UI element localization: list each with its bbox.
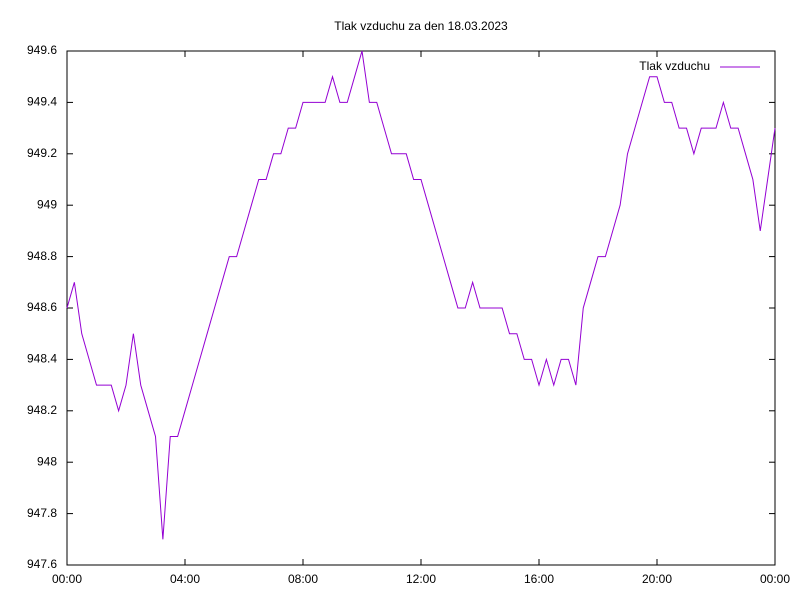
y-tick-label: 948.8 <box>27 249 57 263</box>
y-tick-label: 949 <box>37 197 57 211</box>
legend-label: Tlak vzduchu <box>639 59 710 73</box>
x-tick-label: 00:00 <box>52 572 82 586</box>
x-tick-label: 12:00 <box>406 572 436 586</box>
y-tick-label: 947.8 <box>27 506 57 520</box>
y-tick-label: 947.6 <box>27 557 57 571</box>
x-tick-label: 16:00 <box>524 572 554 586</box>
x-tick-label: 20:00 <box>642 572 672 586</box>
chart-title: Tlak vzduchu za den 18.03.2023 <box>334 19 508 33</box>
y-tick-label: 949.6 <box>27 43 57 57</box>
y-tick-label: 948.4 <box>27 352 57 366</box>
y-tick-label: 949.4 <box>27 95 57 109</box>
y-tick-label: 948.2 <box>27 403 57 417</box>
x-tick-label: 00:00 <box>760 572 790 586</box>
y-tick-label: 948.6 <box>27 300 57 314</box>
y-tick-label: 948 <box>37 454 57 468</box>
y-tick-label: 949.2 <box>27 146 57 160</box>
x-tick-label: 08:00 <box>288 572 318 586</box>
x-tick-label: 04:00 <box>170 572 200 586</box>
data-line <box>66 50 776 540</box>
